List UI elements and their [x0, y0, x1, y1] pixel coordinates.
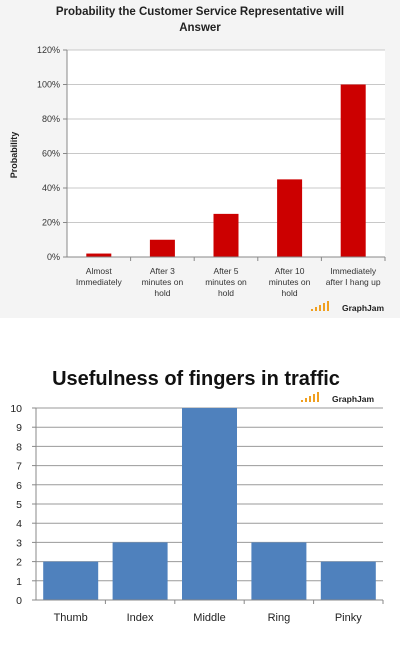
bar: [182, 408, 237, 600]
x-tick-label: After 5 minutes on hold: [205, 266, 247, 298]
chart-title: Probability the Customer Service Represe…: [56, 6, 344, 34]
graphjam-logo-bar: [311, 309, 313, 311]
graphjam-logo-bar: [323, 303, 325, 311]
y-tick-label: 1: [16, 576, 22, 588]
x-tick-label: Ring: [268, 612, 291, 624]
y-tick-label: 2: [16, 557, 22, 569]
graphjam-logo-bar: [309, 396, 311, 402]
bar: [277, 179, 303, 257]
bar: [340, 84, 366, 257]
bar: [149, 239, 175, 257]
graphjam-logo-bar: [319, 305, 321, 311]
bar: [251, 542, 307, 600]
y-tick-label: 4: [16, 518, 22, 530]
x-tick-label: Middle: [193, 612, 225, 624]
x-tick-label: Thumb: [54, 612, 88, 624]
fingers-chart: Usefulness of fingers in traffic 0 1 2 3 4 5 6…: [10, 368, 384, 624]
bar: [86, 253, 112, 257]
y-tick-label: 40%: [42, 183, 60, 193]
y-tick-label: 3: [16, 537, 22, 549]
graphjam-logo: GraphJam: [301, 392, 374, 404]
y-tick-label: 6: [16, 480, 22, 492]
y-tick-label: 60%: [42, 149, 60, 159]
graphjam-logo-bar: [315, 307, 317, 311]
chart-title-line-1: Probability the Customer Service Represe…: [56, 6, 344, 18]
graphjam-logo: GraphJam: [311, 301, 384, 313]
bar: [213, 213, 239, 257]
y-tick-label: 100%: [37, 80, 60, 90]
graphjam-logo-bar: [317, 392, 319, 402]
bar: [112, 542, 168, 600]
x-tick-label: After 10 minutes on hold: [269, 266, 311, 298]
y-tick-label: 0%: [47, 252, 60, 262]
chart-title: Usefulness of fingers in traffic: [52, 368, 340, 390]
chart-panel-fingers: Usefulness of fingers in traffic 0 1 2 3 4 5 6…: [0, 350, 400, 640]
y-tick-label: 20%: [42, 218, 60, 228]
chart-title-line-2: Answer: [179, 22, 221, 34]
graphjam-logo-bar: [305, 398, 307, 402]
y-tick-label: 5: [16, 499, 22, 511]
x-tick-label: Almost Immediately: [76, 266, 123, 287]
y-tick-label: 0: [16, 595, 22, 607]
graphjam-logo-text: GraphJam: [342, 303, 384, 313]
graphjam-logo-bar: [313, 394, 315, 402]
y-axis-label: Probability: [9, 132, 19, 179]
x-tick-label: Index: [127, 612, 154, 624]
x-tick-label: Pinky: [335, 612, 362, 624]
bar: [43, 561, 99, 600]
graphjam-logo-bar: [327, 301, 329, 311]
graphjam-logo-text: GraphJam: [332, 394, 374, 404]
y-tick-label: 8: [16, 441, 22, 453]
probability-chart: Probability the Customer Service Represe…: [9, 6, 386, 313]
y-tick-label: 10: [10, 403, 22, 415]
y-tick-label: 7: [16, 461, 22, 473]
graphjam-logo-bar: [301, 400, 303, 402]
bar: [320, 561, 376, 600]
x-tick-label: After 3 minutes on hold: [142, 266, 184, 298]
y-tick-label: 9: [16, 422, 22, 434]
chart-panel-probability: Probability the Customer Service Represe…: [0, 0, 400, 318]
x-tick-label: Immediately after I hang up: [326, 266, 381, 287]
y-tick-label: 80%: [42, 114, 60, 124]
y-tick-label: 120%: [37, 45, 60, 55]
